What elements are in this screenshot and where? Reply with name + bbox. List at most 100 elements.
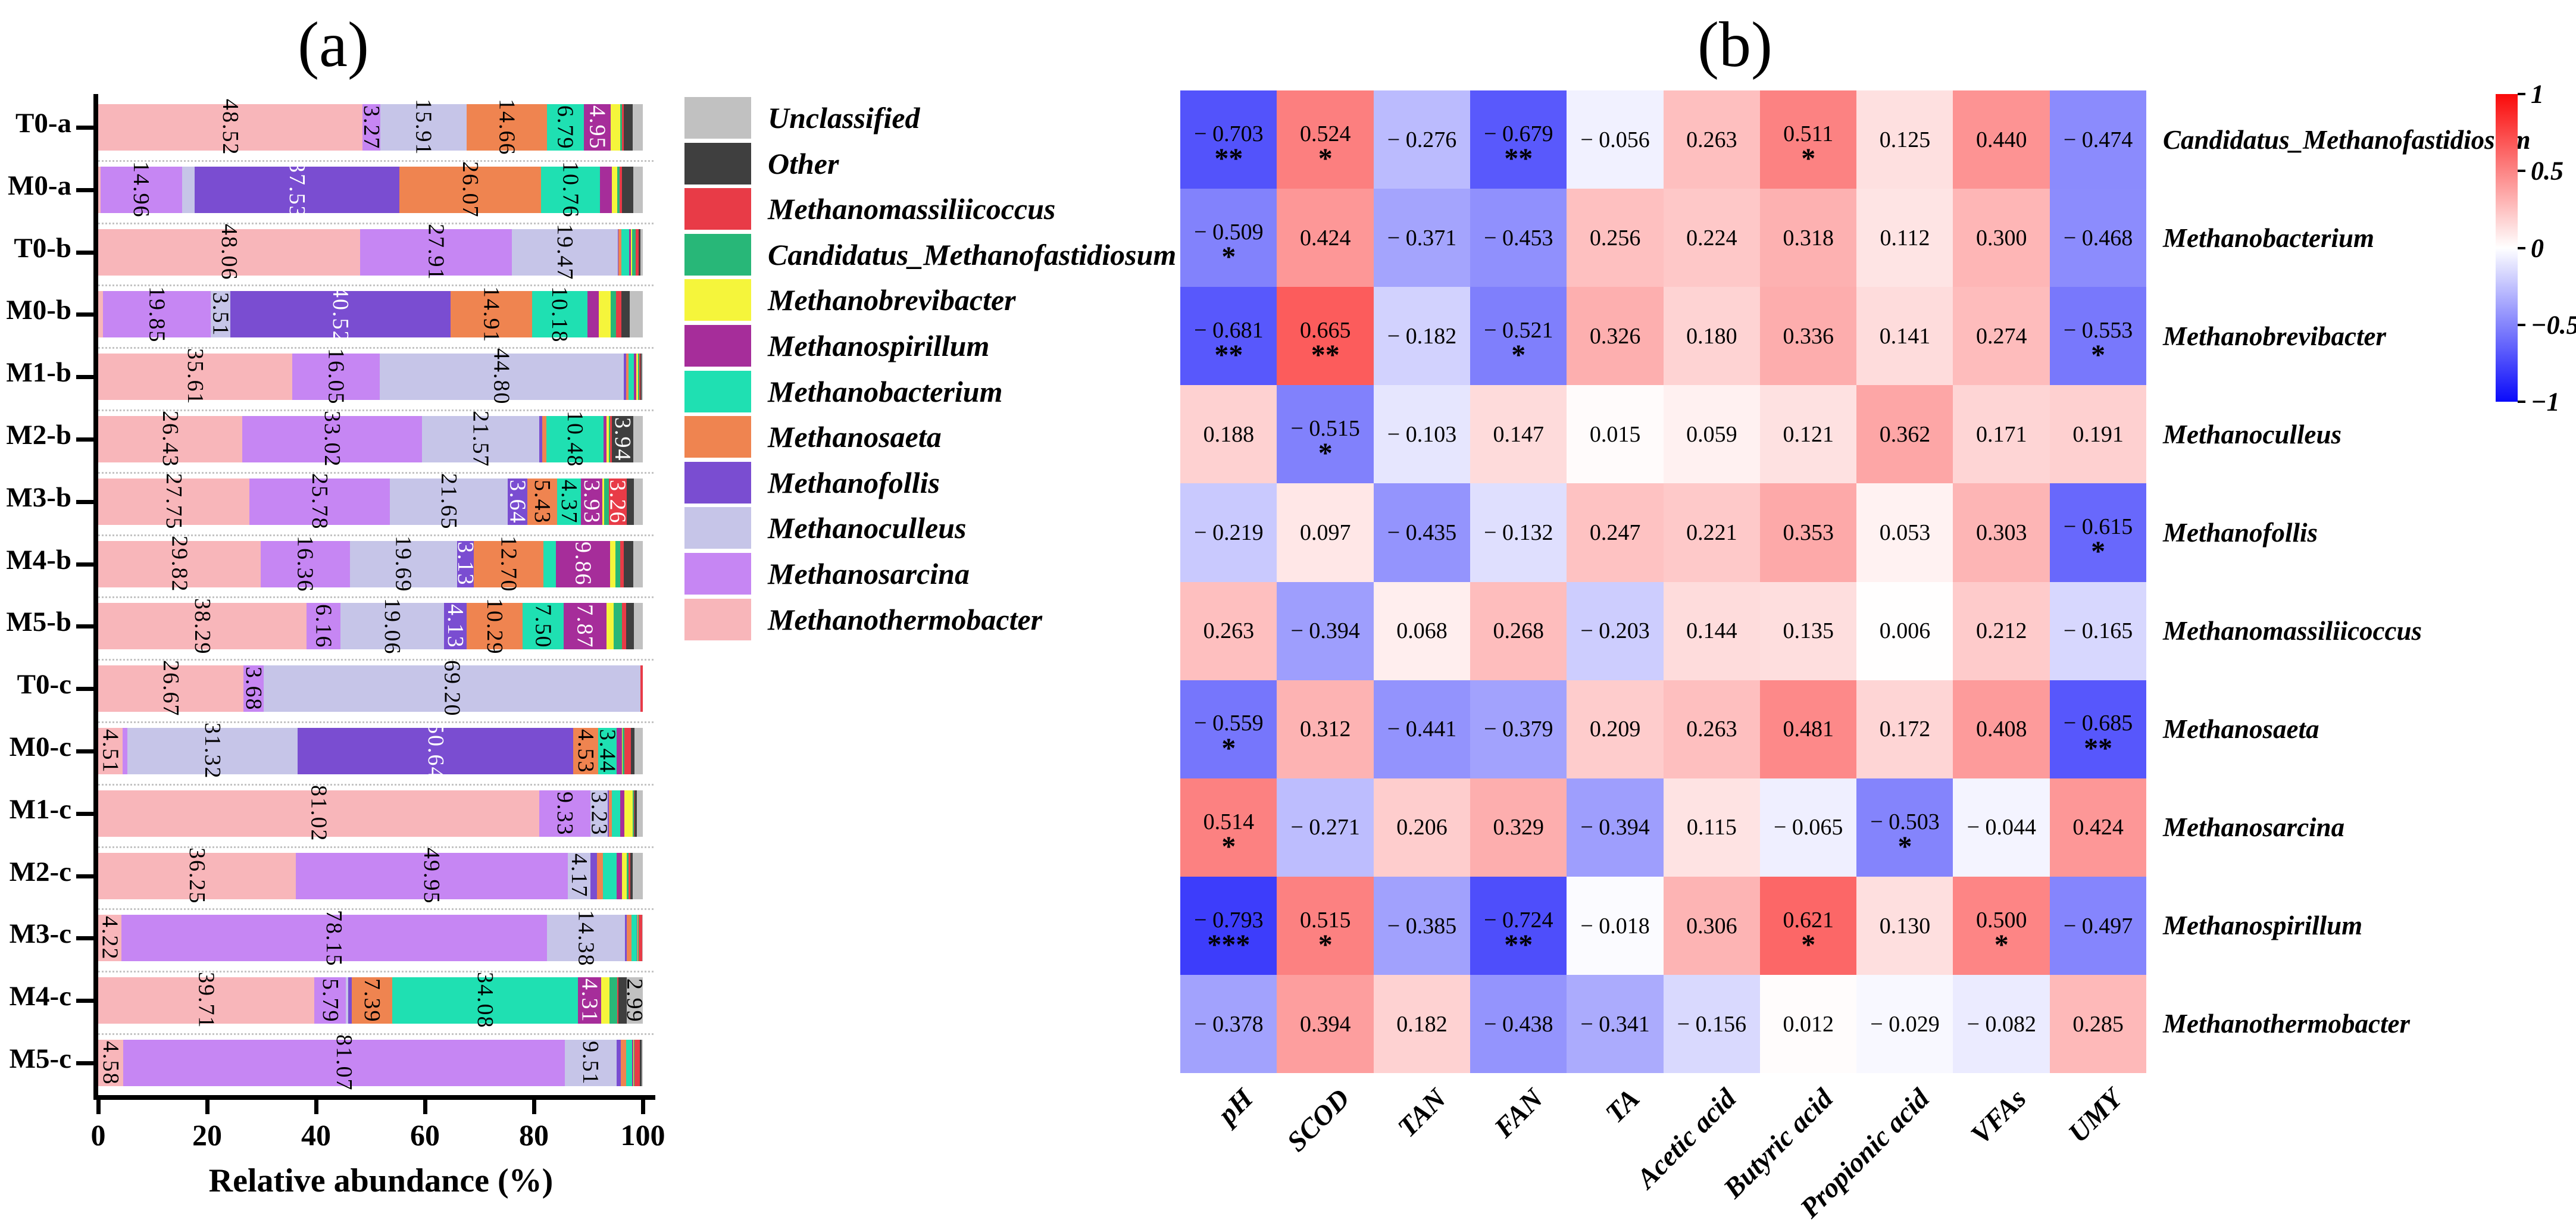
bar-segment: 44.80 — [379, 348, 624, 405]
bar-segment — [624, 790, 633, 837]
heatmap-cell-value: 0.256 — [1589, 225, 1641, 251]
sample-label: T0-b — [14, 232, 71, 264]
x-axis-tick — [641, 1100, 645, 1114]
bar-segment — [620, 540, 624, 587]
heatmap-cell-value: 0.180 — [1686, 323, 1737, 349]
bar-segment: 3.68 — [241, 665, 266, 712]
heatmap-cell-value: − 0.438 — [1484, 1011, 1553, 1037]
heatmap-cell: − 0.703 ** — [1180, 90, 1277, 189]
bar-segment: 26.43 — [98, 411, 242, 468]
heatmap-cell: − 0.503 * — [1856, 778, 1953, 877]
heatmap-cell-value: − 0.679 — [1484, 121, 1553, 146]
bar-segment-label: 21.57 — [468, 411, 493, 468]
heatmap-cell-value: 0.524 — [1299, 121, 1351, 146]
bar-segment — [633, 166, 643, 213]
y-axis-tick — [76, 811, 93, 816]
heatmap-cell: − 0.271 — [1277, 778, 1374, 877]
bar-segment — [587, 291, 599, 338]
heatmap-cell-value: − 0.018 — [1580, 913, 1650, 939]
bar-segment: 3.94 — [610, 416, 635, 462]
heatmap-cell-value: − 0.521 — [1484, 318, 1553, 343]
heatmap-cell: − 0.435 — [1373, 483, 1471, 582]
heatmap-cell-value: 0.112 — [1880, 225, 1930, 251]
legend-label: Unclassified — [768, 101, 920, 135]
heatmap-row-label: Methanospirillum — [2163, 911, 2363, 941]
heatmap-cell-value: 0.206 — [1396, 815, 1448, 840]
bar-segment: 6.16 — [307, 603, 340, 650]
bar-segment — [633, 852, 643, 899]
bar-segment: 37.53 — [195, 161, 399, 218]
bar-segment: 14.96 — [100, 161, 182, 218]
sample-label: T0-c — [17, 669, 71, 701]
heatmap-cell-value: 0.147 — [1493, 422, 1545, 448]
legend-item: Methanofollis — [684, 461, 1184, 505]
heatmap-cell: 0.268 — [1470, 581, 1567, 681]
colorbar-tick-label: −1 — [2531, 387, 2560, 417]
sample-label: M3-c — [9, 918, 71, 950]
heatmap-cell: 0.481 — [1759, 680, 1857, 779]
heatmap-cell-value: − 0.394 — [1580, 815, 1650, 840]
bar-segment-label: 26.07 — [458, 161, 483, 218]
legend-swatch — [684, 142, 751, 184]
significance-stars: * — [1511, 339, 1526, 371]
bar-segment: 49.95 — [295, 848, 568, 904]
heatmap-cell-value: 0.121 — [1783, 422, 1834, 448]
bar-segment: 38.29 — [98, 598, 307, 655]
bar-segment — [640, 665, 643, 712]
bar-segment-label: 48.06 — [216, 223, 242, 281]
heatmap-cell: − 0.044 — [1953, 778, 2050, 877]
heatmap-cell: − 0.497 — [2049, 876, 2147, 975]
bar-segment: 4.37 — [557, 478, 582, 525]
heatmap-cell-value: − 0.271 — [1290, 815, 1360, 840]
colorbar-tick — [2518, 93, 2525, 95]
heatmap-cell: 0.514 * — [1180, 778, 1277, 877]
heatmap-cell: − 0.724 ** — [1470, 876, 1567, 975]
heatmap-cell: − 0.681 ** — [1180, 287, 1277, 386]
significance-stars: ** — [1504, 928, 1533, 961]
bar-row: 14.96 37.53 26.07 10.76 — [98, 161, 643, 218]
legend-label: Other — [768, 146, 839, 180]
heatmap-cell-value: − 0.559 — [1194, 711, 1264, 736]
heatmap-cell-value: − 0.453 — [1484, 225, 1553, 251]
bar-segment: 9.51 — [564, 1040, 617, 1086]
x-axis-tick-label: 80 — [519, 1118, 549, 1152]
heatmap-row-label: Methanosarcina — [2163, 812, 2345, 843]
significance-stars: * — [1318, 143, 1333, 175]
bar-segment — [604, 416, 607, 462]
significance-stars: * — [1801, 928, 1816, 961]
bar-segment — [640, 354, 642, 401]
legend-item: Methanobacterium — [684, 370, 1184, 414]
bar-segment — [626, 478, 634, 525]
bar-segment: 12.70 — [474, 536, 543, 592]
bar-segment-label: 19.47 — [552, 223, 578, 281]
bar-segment — [641, 1040, 643, 1086]
sample-label: M4-b — [6, 544, 71, 576]
heatmap-cell-value: − 0.468 — [2063, 225, 2133, 251]
bar-segment — [633, 104, 643, 151]
y-axis-tick — [76, 312, 93, 317]
bar-segment — [590, 852, 597, 899]
heatmap-column-label: pH — [1212, 1083, 1259, 1130]
heatmap-cell: 0.006 — [1856, 581, 1953, 681]
heatmap-cell: − 0.379 — [1470, 680, 1567, 779]
heatmap-cell-value: 0.068 — [1396, 618, 1448, 644]
bar-segment: 7.87 — [563, 603, 607, 650]
bar-segment-label: 4.95 — [584, 105, 610, 150]
heatmap-cell-value: 0.514 — [1203, 809, 1255, 834]
heatmap-cell-value: 0.212 — [1976, 618, 2027, 644]
heatmap-cell: − 0.065 — [1759, 778, 1857, 877]
bar-segment — [608, 416, 611, 462]
colorbar-tick — [2518, 246, 2525, 249]
heatmap-cell-value: 0.171 — [1976, 422, 2027, 448]
bar-segment-label: 4.53 — [573, 728, 599, 774]
heatmap-column-label: TA — [1599, 1083, 1646, 1130]
bar-segment: 4.58 — [98, 1040, 123, 1086]
y-axis-tick — [76, 874, 93, 878]
bar-segment — [633, 540, 643, 587]
heatmap-cell: 0.263 — [1663, 90, 1761, 189]
bar-segment-label: 4.13 — [442, 604, 468, 649]
heatmap-cell: 0.012 — [1759, 974, 1857, 1074]
bar-segment-label: 3.13 — [453, 542, 478, 586]
colorbar-tick — [2518, 401, 2525, 403]
row-separator — [98, 1033, 654, 1035]
